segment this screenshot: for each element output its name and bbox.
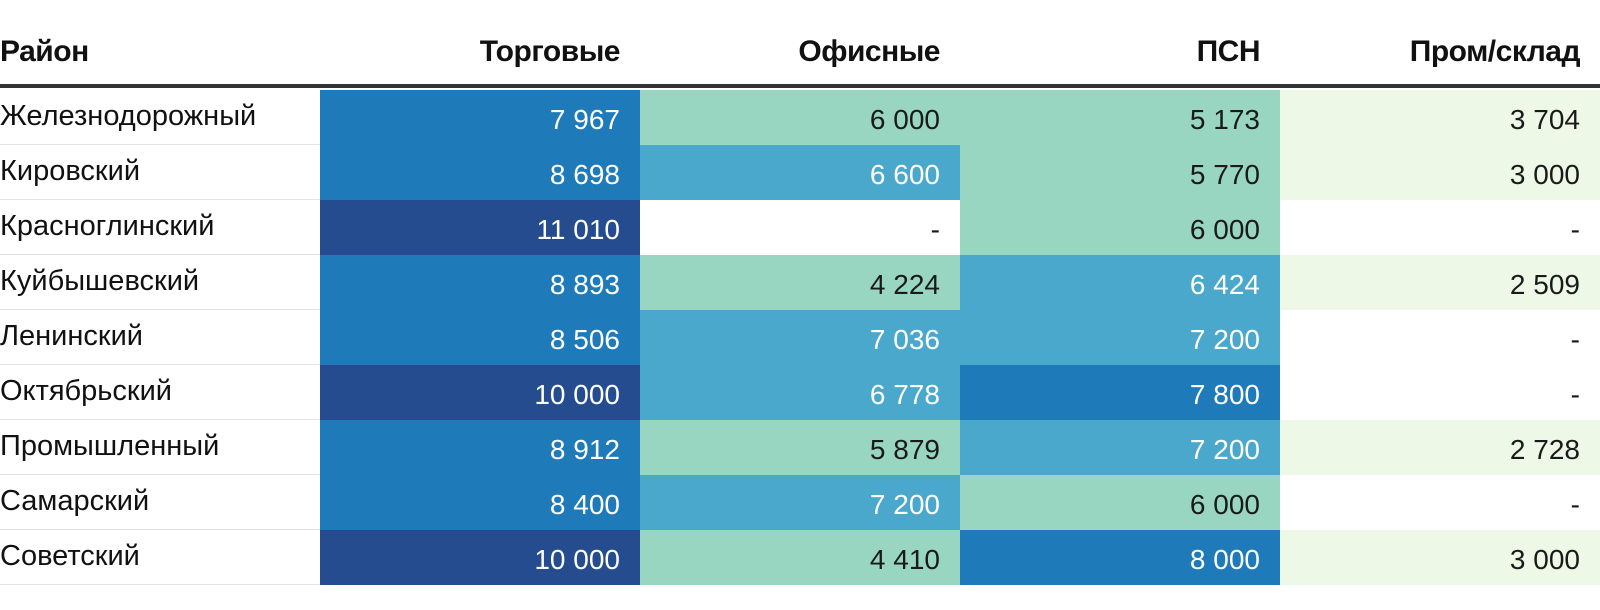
cell-office: 6 600	[640, 145, 960, 200]
cell-office: 6 000	[640, 90, 960, 145]
cell-industrial: -	[1280, 200, 1600, 255]
cell-retail: 10 000	[320, 365, 640, 420]
table-row: Промышленный 8 912 5 879 7 200 2 728	[0, 420, 1600, 475]
table-row: Кировский 8 698 6 600 5 770 3 000	[0, 145, 1600, 200]
table-row: Красноглинский 11 010-6 000-	[0, 200, 1600, 255]
cell-office: -	[640, 200, 960, 255]
cell-retail: 8 698	[320, 145, 640, 200]
row-district-name: Октябрьский	[0, 375, 172, 407]
cell-retail: 8 912	[320, 420, 640, 475]
cell-retail: 8 506	[320, 310, 640, 365]
row-district-name: Куйбышевский	[0, 265, 200, 297]
table-row: Железнодорожный 7 967 6 000 5 173 3 704	[0, 90, 1600, 145]
cell-industrial: 3 000	[1280, 530, 1600, 585]
column-header-industrial: Пром/склад	[1409, 35, 1581, 68]
column-header-office: Офисные	[798, 35, 940, 68]
column-header-district: Район	[0, 35, 89, 68]
cell-office: 7 200	[640, 475, 960, 530]
table-row: Советский 10 000 4 410 8 000 3 000	[0, 530, 1600, 585]
row-district-name: Советский	[0, 540, 140, 572]
row-district-name: Ленинский	[0, 320, 143, 352]
column-header-psn: ПСН	[1196, 35, 1261, 68]
cell-psn: 7 800	[960, 365, 1280, 420]
cell-psn: 6 000	[960, 475, 1280, 530]
cell-psn: 7 200	[960, 310, 1280, 365]
cell-industrial: 2 728	[1280, 420, 1600, 475]
table-row: Куйбышевский 8 893 4 224 6 424 2 509	[0, 255, 1600, 310]
row-district-name: Кировский	[0, 155, 141, 187]
row-district-name: Железнодорожный	[0, 100, 257, 132]
table-header: Район Торговые Офисные ПСН Пром/склад	[0, 0, 1600, 88]
table-row: Октябрьский 10 000 6 778 7 800-	[0, 365, 1600, 420]
cell-psn: 6 000	[960, 200, 1280, 255]
cell-office: 4 410	[640, 530, 960, 585]
cell-psn: 8 000	[960, 530, 1280, 585]
cell-office: 6 778	[640, 365, 960, 420]
cell-retail: 10 000	[320, 530, 640, 585]
cell-psn: 7 200	[960, 420, 1280, 475]
cell-retail: 7 967	[320, 90, 640, 145]
row-district-name: Промышленный	[0, 430, 220, 462]
cell-industrial: -	[1280, 365, 1600, 420]
table-row: Ленинский 8 506 7 036 7 200-	[0, 310, 1600, 365]
cell-retail: 11 010	[320, 200, 640, 255]
cell-industrial: -	[1280, 475, 1600, 530]
cell-industrial: 3 704	[1280, 90, 1600, 145]
cell-industrial: -	[1280, 310, 1600, 365]
cell-psn: 6 424	[960, 255, 1280, 310]
cell-retail: 8 893	[320, 255, 640, 310]
table-row: Самарский 8 400 7 200 6 000-	[0, 475, 1600, 530]
cell-office: 4 224	[640, 255, 960, 310]
column-header-retail: Торговые	[479, 35, 621, 68]
cell-industrial: 3 000	[1280, 145, 1600, 200]
cell-office: 7 036	[640, 310, 960, 365]
cell-psn: 5 770	[960, 145, 1280, 200]
row-district-name: Самарский	[0, 485, 150, 517]
row-district-name: Красноглинский	[0, 210, 215, 242]
cell-psn: 5 173	[960, 90, 1280, 145]
cell-office: 5 879	[640, 420, 960, 475]
cell-retail: 8 400	[320, 475, 640, 530]
heatmap-table: Район Торговые Офисные ПСН Пром/склад Же…	[0, 0, 1600, 585]
cell-industrial: 2 509	[1280, 255, 1600, 310]
